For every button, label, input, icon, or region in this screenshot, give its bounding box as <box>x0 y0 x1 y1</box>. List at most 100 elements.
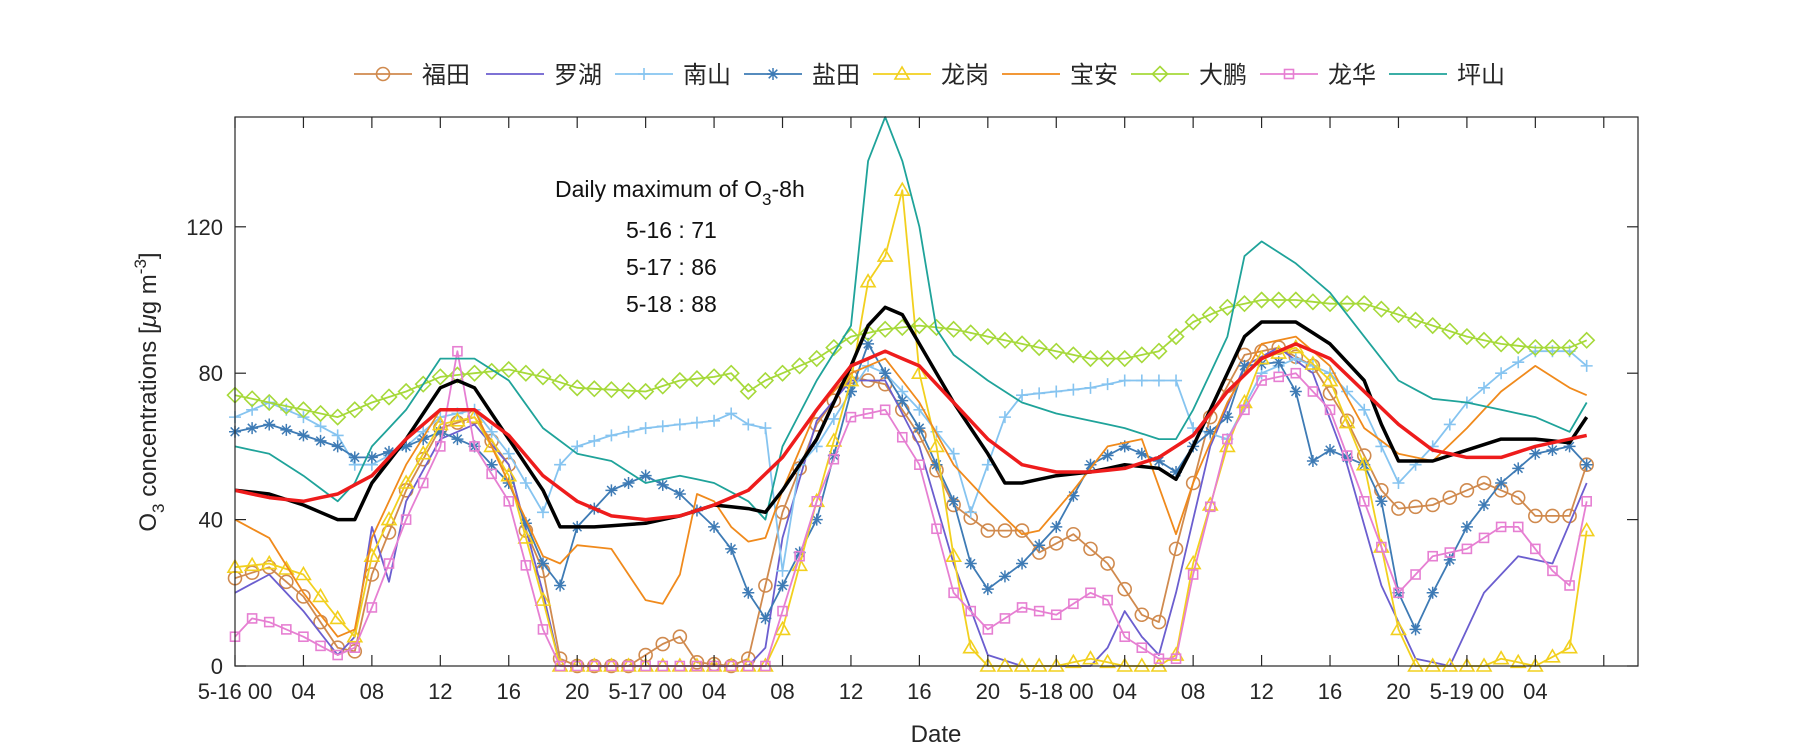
series-line <box>234 116 1588 521</box>
data-point <box>1116 657 1134 672</box>
data-point <box>1304 293 1322 311</box>
data-point <box>483 437 501 453</box>
data-point <box>1185 475 1201 491</box>
x-tick-label: 5-18 00 <box>1019 679 1094 704</box>
data-point <box>1560 338 1579 357</box>
data-point <box>1289 352 1302 365</box>
data-point <box>639 422 652 435</box>
data-point <box>773 364 792 382</box>
data-point <box>1150 657 1168 672</box>
data-point <box>844 385 857 398</box>
data-point <box>656 478 669 491</box>
data-point <box>281 624 292 635</box>
data-point <box>585 380 603 398</box>
y-tick-label: 40 <box>199 508 223 533</box>
data-point <box>1083 541 1098 557</box>
data-point <box>380 388 398 406</box>
data-point <box>551 373 569 391</box>
data-point <box>1101 449 1114 462</box>
x-axis-title: Date <box>911 721 962 748</box>
data-point <box>1151 614 1167 630</box>
data-point <box>1152 455 1165 468</box>
data-point <box>277 397 295 415</box>
data-point <box>1544 648 1561 663</box>
data-point <box>1561 639 1578 654</box>
data-point <box>879 367 892 380</box>
data-point <box>979 657 997 672</box>
data-point <box>315 640 326 652</box>
legend-label: 福田 <box>422 61 470 89</box>
data-point <box>520 560 532 571</box>
data-point <box>1050 385 1063 398</box>
data-point <box>998 411 1011 424</box>
data-point <box>331 440 344 453</box>
data-point <box>1324 444 1337 457</box>
data-point <box>1304 355 1322 370</box>
data-point <box>349 642 361 654</box>
data-point <box>1355 456 1373 471</box>
x-tick-label: 20 <box>565 679 589 704</box>
data-point <box>1270 291 1288 309</box>
data-point <box>910 364 928 380</box>
data-point <box>1081 349 1100 368</box>
data-point <box>1444 547 1456 558</box>
data-point <box>263 418 276 431</box>
legend-marker <box>893 65 911 80</box>
data-point <box>1460 520 1473 533</box>
data-point <box>1512 356 1525 369</box>
data-point <box>314 434 327 447</box>
data-point <box>243 556 261 572</box>
annotation-line-2: 5-17 : 86 <box>626 254 717 280</box>
data-point <box>1443 553 1456 566</box>
legend-marker <box>1151 65 1169 83</box>
data-point <box>965 605 977 617</box>
data-point <box>981 458 994 471</box>
data-point <box>826 393 842 408</box>
data-point <box>999 613 1011 624</box>
series-item-2 <box>229 345 1593 577</box>
data-point <box>1133 346 1151 364</box>
data-point <box>1252 291 1271 309</box>
data-point <box>1543 338 1562 357</box>
data-point <box>366 602 378 613</box>
data-point <box>639 469 652 482</box>
data-point <box>947 495 960 508</box>
x-tick-label: 5-16 00 <box>198 679 273 704</box>
data-point <box>519 477 532 489</box>
y-tick-label: 120 <box>186 215 223 240</box>
data-point <box>931 523 942 535</box>
data-point <box>742 418 755 431</box>
data-point <box>1547 565 1558 577</box>
plot-frame <box>235 117 1638 666</box>
data-point <box>1133 657 1151 672</box>
x-tick-label: 04 <box>702 679 726 704</box>
data-point <box>346 628 364 643</box>
x-tick-label: 16 <box>497 679 521 704</box>
data-point <box>777 605 788 617</box>
data-point <box>1239 404 1250 416</box>
data-point <box>759 612 772 625</box>
annotation-line-1: 5-16 : 71 <box>626 217 717 243</box>
data-point <box>1324 404 1336 416</box>
data-point <box>619 381 638 400</box>
data-point <box>1321 295 1339 313</box>
data-point <box>673 418 686 431</box>
series-group <box>226 116 1596 674</box>
data-point <box>828 453 840 465</box>
data-point <box>656 420 669 433</box>
data-point <box>1098 349 1117 368</box>
data-point <box>383 558 395 569</box>
x-tick-label: 12 <box>839 679 863 704</box>
data-point <box>1136 642 1148 654</box>
plot-border <box>234 116 1639 667</box>
data-point <box>1033 539 1046 552</box>
data-point <box>1545 508 1560 524</box>
legend-item: 南山 <box>615 61 731 89</box>
data-point <box>435 441 446 452</box>
data-point <box>1476 475 1492 491</box>
data-point <box>927 318 946 337</box>
data-point <box>1135 447 1148 460</box>
data-point <box>1443 418 1456 431</box>
x-tick-label: 16 <box>907 679 931 704</box>
y-tick-label: 80 <box>199 361 223 386</box>
